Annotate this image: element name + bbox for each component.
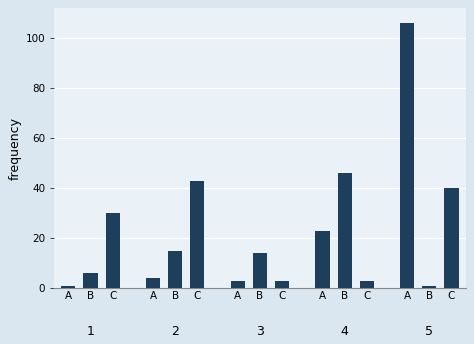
Bar [422, 286, 437, 288]
Text: 4: 4 [341, 325, 348, 337]
Text: 3: 3 [256, 325, 264, 337]
Bar [168, 251, 182, 288]
Bar [83, 273, 98, 288]
Text: 5: 5 [425, 325, 433, 337]
Bar [445, 188, 459, 288]
Text: 1: 1 [87, 325, 94, 337]
Bar [315, 231, 329, 288]
Bar [191, 181, 204, 288]
Text: 2: 2 [171, 325, 179, 337]
Bar [106, 213, 120, 288]
Bar [231, 281, 245, 288]
Bar [146, 278, 160, 288]
Bar [337, 173, 352, 288]
Y-axis label: frequency: frequency [9, 117, 21, 180]
Bar [275, 281, 289, 288]
Bar [400, 23, 414, 288]
Bar [61, 286, 75, 288]
Bar [360, 281, 374, 288]
Bar [253, 253, 267, 288]
